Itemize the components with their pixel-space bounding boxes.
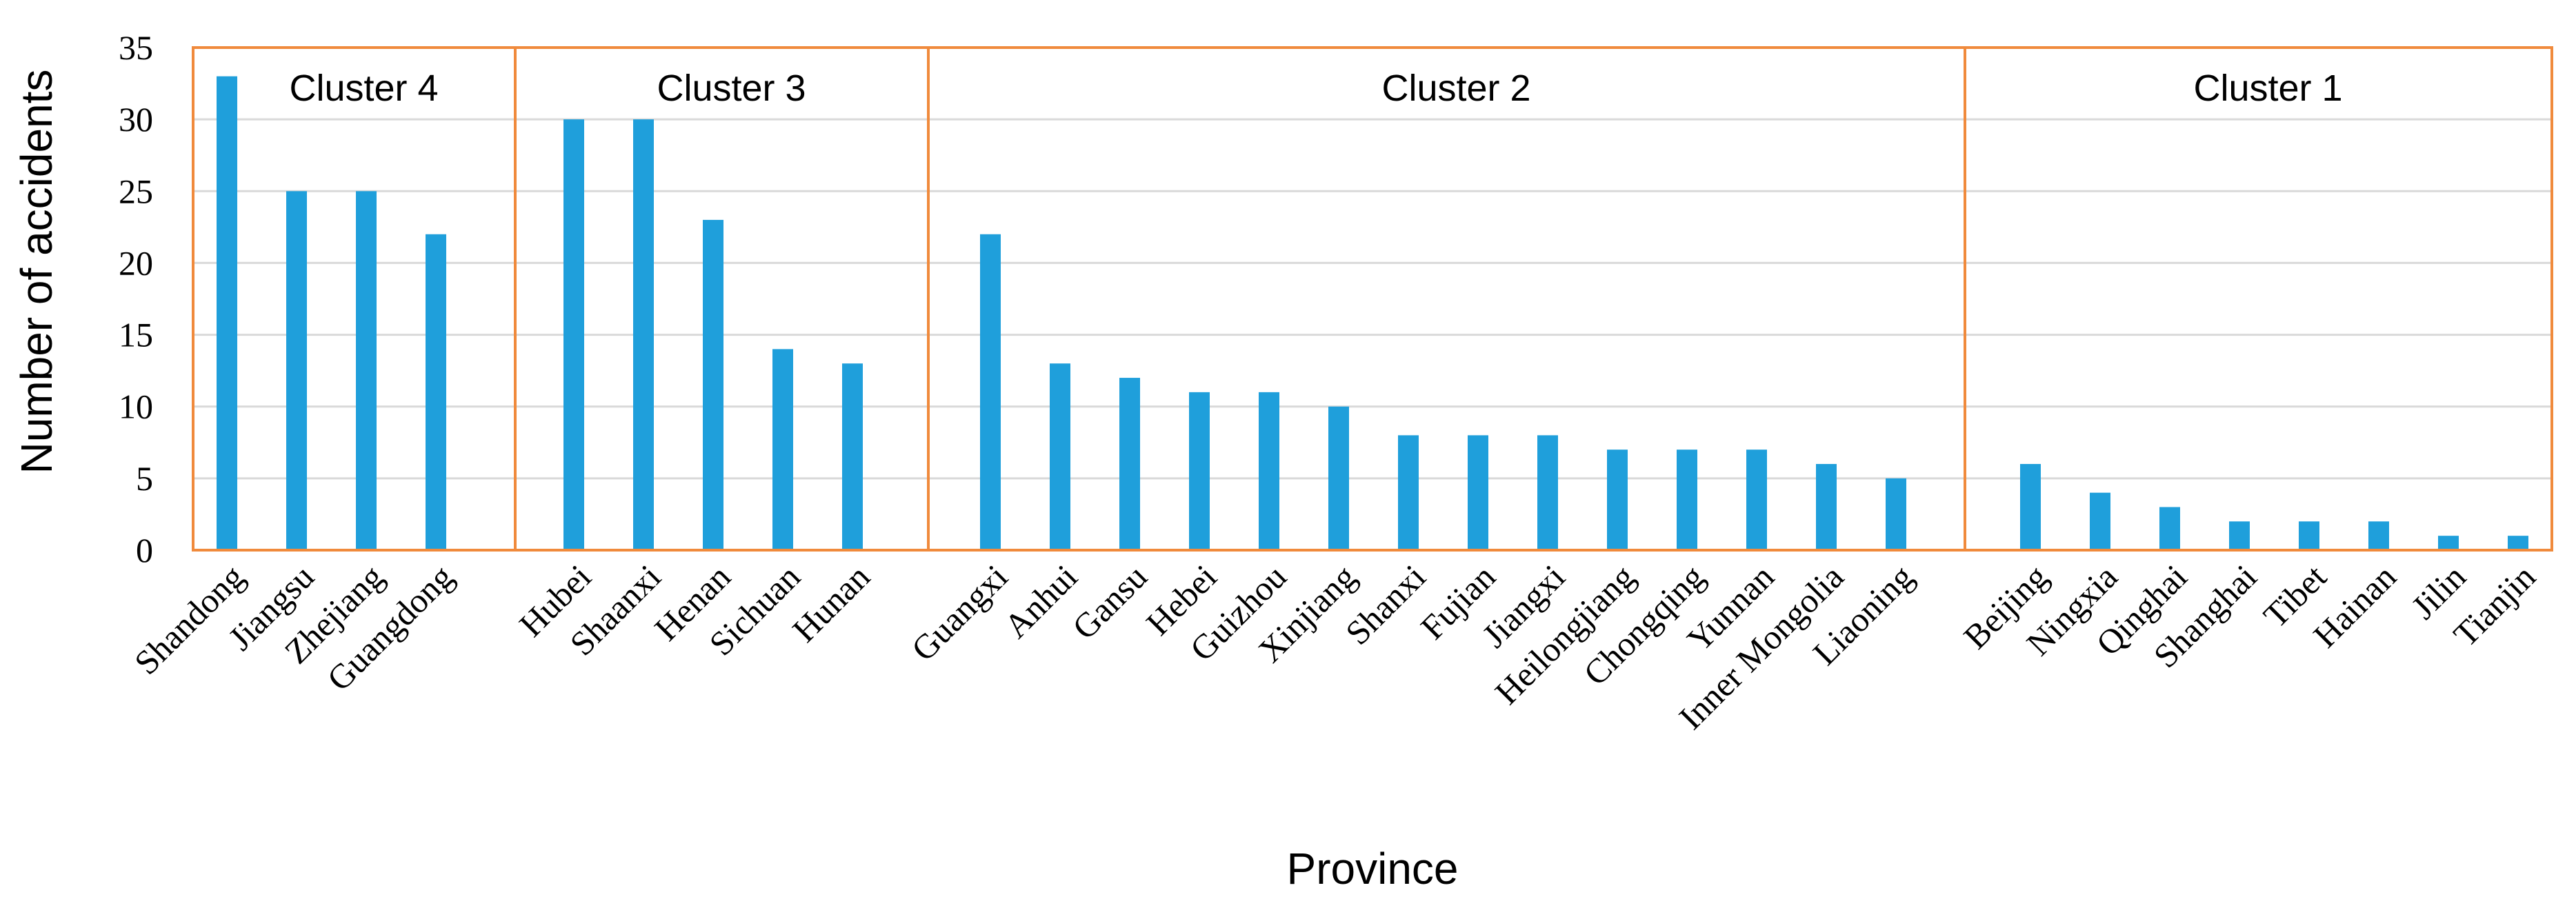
- bar-chongqing: [1677, 449, 1697, 550]
- gridlines: [193, 46, 2552, 552]
- y-tick-label: 0: [136, 531, 153, 569]
- bar-fujian: [1468, 435, 1488, 550]
- y-tick-label: 10: [119, 387, 153, 426]
- bar-jiangxi: [1537, 435, 1558, 550]
- bar-henan: [703, 219, 723, 550]
- bar-shanxi: [1398, 435, 1419, 550]
- bar-shandong: [217, 76, 237, 550]
- cluster-label: Cluster 4: [289, 68, 438, 109]
- bar-inner-mongolia: [1816, 464, 1837, 550]
- x-tick-label: Shanxi: [1338, 557, 1433, 652]
- bar-guangdong: [426, 234, 446, 550]
- bar-shaanxi: [633, 119, 654, 551]
- cluster-label: Cluster 2: [1381, 68, 1530, 109]
- bars: [217, 76, 2528, 551]
- bar-gansu: [1119, 378, 1140, 550]
- cluster-label: Cluster 1: [2193, 68, 2342, 109]
- y-tick-label: 35: [119, 28, 153, 67]
- bar-tianjin: [2508, 536, 2528, 550]
- cluster-boxes: Cluster 4 Cluster 3 Cluster 2 Cluster 1: [192, 46, 2553, 552]
- x-axis-title: Province: [1287, 844, 1459, 893]
- bar-yunnan: [1746, 449, 1767, 550]
- x-tick-label: Tianjin: [2446, 557, 2542, 654]
- y-tick-label: 20: [119, 243, 153, 282]
- bar-xinjiang: [1328, 406, 1349, 550]
- bar-zhejiang: [356, 191, 377, 550]
- bar-liaoning: [1886, 478, 1906, 550]
- x-tick-label: Gansu: [1065, 557, 1155, 647]
- x-tick-label: Anhui: [997, 557, 1085, 645]
- x-tick-label: Guangxi: [903, 557, 1015, 668]
- bar-hunan: [842, 363, 863, 550]
- cluster-box: [1964, 46, 2553, 552]
- bar-heilongjiang: [1607, 449, 1628, 550]
- y-tick-label: 15: [119, 316, 153, 354]
- bar-anhui: [1050, 363, 1070, 550]
- cluster-label: Cluster 3: [657, 68, 806, 109]
- bar-jilin: [2438, 536, 2459, 550]
- y-axis-title: Number of accidents: [12, 70, 61, 474]
- bar-hubei: [563, 119, 584, 551]
- bar-jiangsu: [286, 191, 307, 550]
- y-tick-label: 5: [136, 459, 153, 498]
- bar-guangxi: [980, 234, 1001, 550]
- bar-shanghai: [2229, 521, 2250, 550]
- bar-tibet: [2299, 521, 2319, 550]
- bar-ningxia: [2090, 492, 2110, 550]
- x-tick-label: Hunan: [785, 557, 877, 649]
- y-tick-label: 30: [119, 100, 153, 139]
- cluster-box: [927, 46, 1966, 552]
- bar-qinghai: [2159, 507, 2180, 550]
- y-axis-ticks: 0 5 10 15 20 25 30 35: [119, 28, 153, 569]
- y-tick-label: 25: [119, 172, 153, 210]
- bar-sichuan: [772, 349, 793, 550]
- bar-hainan: [2368, 521, 2389, 550]
- bar-guizhou: [1259, 392, 1279, 550]
- bar-hebei: [1189, 392, 1210, 550]
- bar-beijing: [2020, 464, 2041, 550]
- cluster-box: [192, 46, 517, 552]
